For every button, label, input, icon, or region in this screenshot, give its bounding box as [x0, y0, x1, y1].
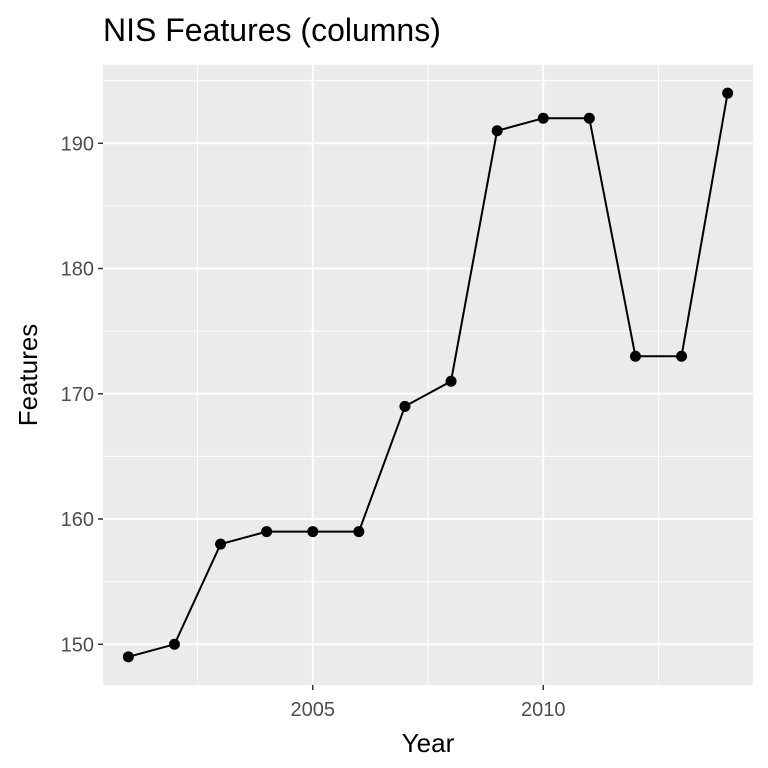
data-point	[307, 526, 319, 538]
data-point	[537, 112, 549, 124]
data-point	[583, 112, 595, 124]
y-axis-ticks: 150 160 170 180 190	[61, 133, 103, 656]
minor-gridlines	[103, 65, 753, 685]
y-tick-label: 190	[61, 133, 94, 155]
data-points	[122, 87, 734, 663]
y-axis-title: Features	[13, 324, 43, 427]
x-axis-ticks: 2005 2010	[291, 685, 566, 721]
data-point	[491, 125, 503, 137]
data-point	[215, 538, 227, 550]
data-point	[168, 638, 180, 650]
y-tick-label: 150	[61, 634, 94, 656]
major-gridlines	[103, 65, 753, 685]
data-point	[399, 400, 411, 412]
y-tick-label: 170	[61, 384, 94, 406]
y-tick-label: 180	[61, 259, 94, 281]
data-point	[629, 350, 641, 362]
data-point	[261, 526, 273, 538]
data-point	[722, 87, 734, 99]
data-point	[353, 526, 365, 538]
x-tick-label: 2010	[521, 699, 566, 721]
x-tick-label: 2005	[291, 699, 336, 721]
y-tick-label: 160	[61, 509, 94, 531]
data-point	[676, 350, 688, 362]
series-line	[128, 93, 729, 658]
chart-title: NIS Features (columns)	[103, 12, 441, 48]
data-point	[445, 375, 457, 387]
x-axis-title: Year	[402, 728, 455, 758]
data-point	[122, 651, 134, 663]
